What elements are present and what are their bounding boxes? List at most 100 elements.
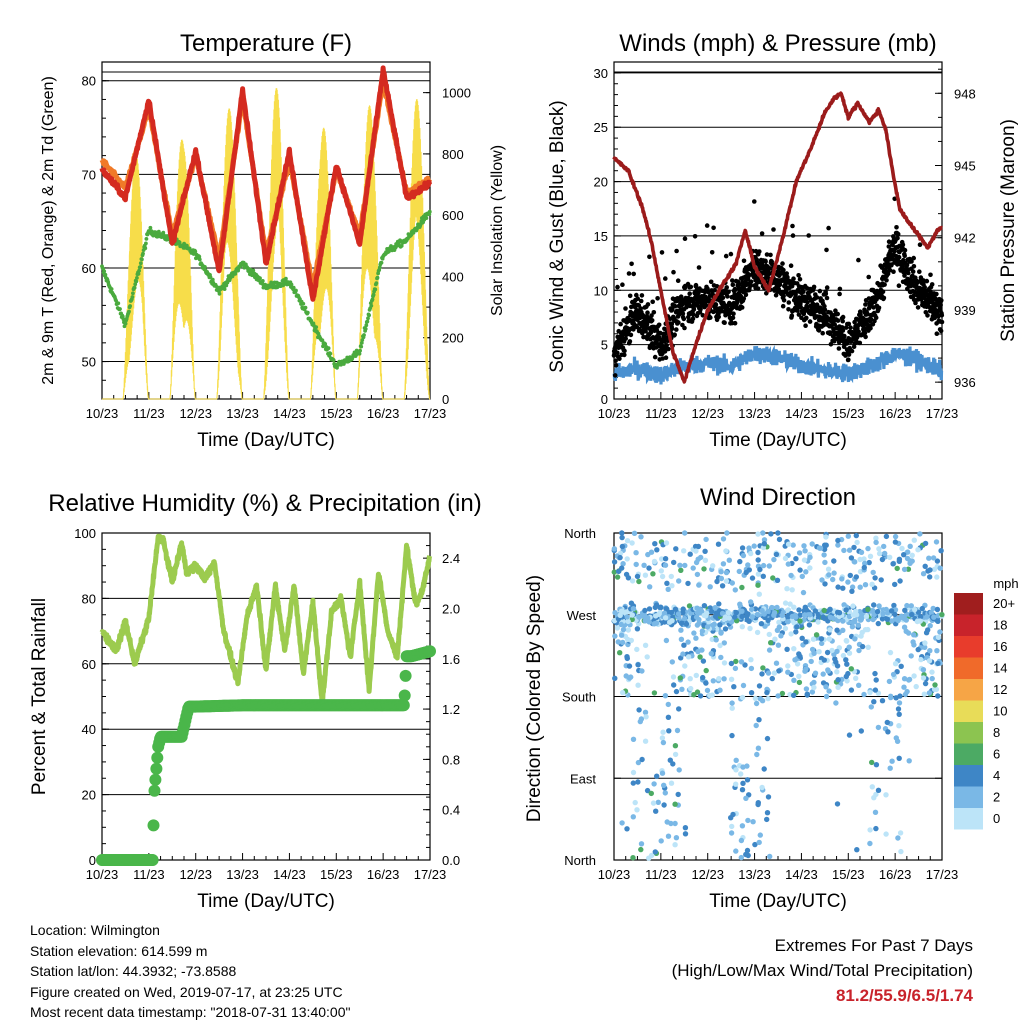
direction-point	[707, 584, 713, 590]
direction-point	[661, 802, 667, 808]
x-tick-label-rh: 12/23	[179, 867, 212, 882]
direction-point	[646, 619, 652, 625]
dewpoint-point	[224, 283, 229, 288]
dewpoint-point	[138, 261, 143, 266]
gust-point	[902, 253, 907, 259]
gust-point	[759, 231, 765, 236]
direction-point	[884, 616, 890, 622]
direction-point	[739, 694, 746, 701]
gust-point	[649, 318, 655, 323]
legend-swatch	[954, 743, 983, 765]
direction-point	[843, 637, 849, 644]
x-tick-label-temp: 10/23	[86, 406, 119, 421]
direction-point	[672, 801, 678, 807]
direction-point	[731, 684, 737, 690]
gust-point	[840, 318, 845, 324]
direction-point	[833, 700, 839, 706]
x-tick-label-temp: 15/23	[320, 406, 353, 421]
direction-point	[619, 689, 626, 696]
direction-point	[617, 650, 623, 656]
direction-point	[619, 820, 625, 826]
direction-point	[823, 684, 829, 690]
direction-point	[685, 654, 692, 660]
gust-point	[837, 286, 843, 292]
station-pressure-line	[612, 91, 944, 384]
gust-point	[620, 282, 625, 288]
gust-point	[900, 242, 906, 247]
direction-point	[802, 548, 808, 554]
direction-point	[732, 614, 738, 620]
direction-point	[739, 823, 746, 829]
direction-point	[733, 757, 739, 763]
direction-point	[729, 700, 735, 706]
direction-point	[809, 646, 816, 653]
direction-point	[775, 693, 781, 699]
gust-point	[816, 328, 822, 333]
direction-point	[748, 599, 754, 605]
gust-point	[669, 326, 675, 332]
direction-point	[691, 630, 697, 636]
direction-point	[683, 621, 690, 627]
gust-point	[934, 291, 939, 297]
gust-point	[939, 319, 945, 325]
direction-point	[881, 543, 887, 550]
y-tick-label-wind: 15	[594, 229, 608, 244]
direction-point	[764, 735, 771, 742]
direction-point	[843, 673, 849, 680]
direction-point	[889, 758, 895, 764]
direction-point	[697, 693, 704, 699]
gust-point	[824, 295, 830, 301]
direction-point	[758, 621, 765, 627]
direction-point	[927, 623, 933, 629]
direction-point	[753, 700, 760, 707]
gust-point	[623, 336, 628, 341]
gust-point	[848, 325, 853, 331]
gust-point	[664, 343, 669, 348]
gust-point	[928, 272, 933, 278]
x-tick-label-temp: 14/23	[273, 406, 306, 421]
direction-point	[896, 755, 902, 761]
direction-point	[686, 603, 693, 609]
direction-point	[909, 552, 915, 558]
direction-point	[898, 848, 904, 855]
direction-point	[647, 584, 653, 590]
direction-point	[703, 536, 709, 543]
direction-point	[723, 569, 730, 576]
dewpoint-point	[305, 310, 310, 315]
gust-point	[939, 312, 945, 318]
direction-point	[723, 548, 729, 554]
direction-point	[729, 705, 735, 711]
direction-point	[901, 552, 907, 558]
x-tick-label-dir: 15/23	[832, 867, 865, 882]
direction-point	[853, 675, 859, 681]
gust-point	[882, 282, 887, 287]
direction-point	[612, 675, 618, 681]
direction-point	[922, 640, 928, 646]
x-tick-label-wind: 11/23	[645, 406, 677, 421]
gust-point	[649, 313, 654, 318]
gust-point	[724, 285, 729, 290]
direction-point	[666, 728, 672, 734]
direction-point	[611, 559, 618, 565]
dewpoint-point	[284, 276, 288, 281]
direction-point	[634, 573, 641, 580]
gust-point	[786, 300, 792, 305]
direction-point	[765, 695, 771, 702]
direction-point	[650, 800, 657, 806]
direction-point	[672, 606, 679, 612]
direction-point	[662, 790, 668, 796]
direction-point	[876, 546, 882, 552]
direction-point	[719, 610, 726, 617]
gust-point	[790, 223, 795, 229]
direction-point	[749, 614, 755, 620]
direction-point	[625, 627, 631, 633]
gust-point	[622, 348, 627, 354]
dewpoint-point	[251, 268, 256, 273]
legend-label: 14	[993, 661, 1007, 676]
direction-point	[612, 633, 618, 639]
direction-point	[669, 583, 675, 589]
direction-point	[922, 540, 929, 547]
direction-point	[803, 666, 809, 672]
direction-point	[694, 571, 701, 578]
direction-point	[740, 780, 746, 786]
